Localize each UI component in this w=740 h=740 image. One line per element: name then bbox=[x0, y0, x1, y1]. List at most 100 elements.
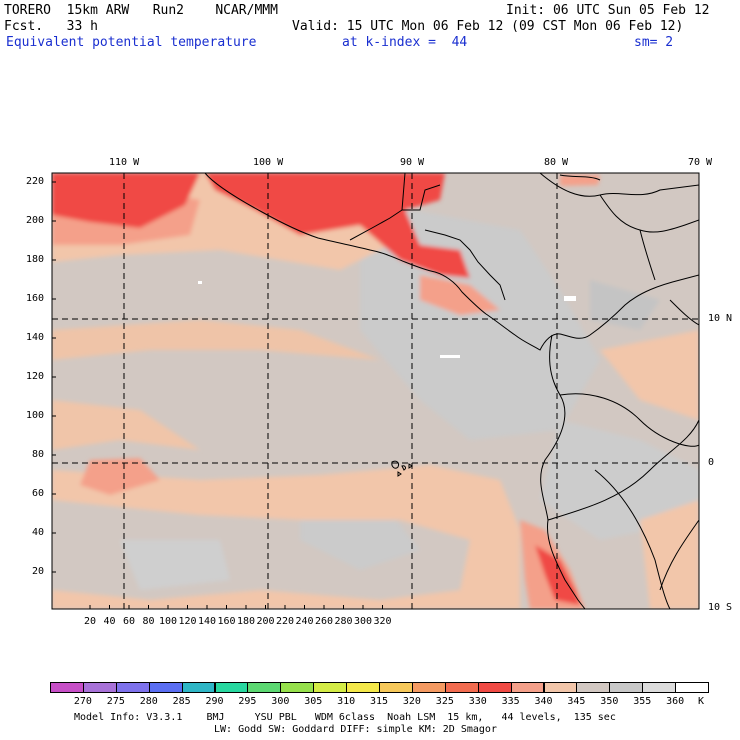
lon-label: 90 W bbox=[400, 157, 425, 168]
field-shade-salmon bbox=[80, 458, 160, 495]
valid-time: Valid: 15 UTC Mon 06 Feb 12 (09 CST Mon … bbox=[292, 19, 684, 34]
colorbar-label: 330 bbox=[468, 696, 487, 707]
lon-label: 110 W bbox=[109, 157, 140, 168]
colorbar-label: 295 bbox=[238, 696, 257, 707]
colorbar-swatch bbox=[82, 682, 117, 693]
galapagos-islands bbox=[391, 460, 413, 477]
y-grid-tick-label: 120 bbox=[26, 371, 45, 382]
y-grid-tick-label: 200 bbox=[26, 215, 45, 226]
colorbar-label: 310 bbox=[337, 696, 356, 707]
field-shade-peach bbox=[600, 330, 699, 420]
colorbar-swatch bbox=[477, 682, 512, 693]
y-grid-tick-label: 140 bbox=[26, 332, 45, 343]
x-grid-tick-label: 60 bbox=[123, 616, 136, 627]
field-shade-red bbox=[52, 173, 200, 228]
colorbar-label: 315 bbox=[370, 696, 389, 707]
colorbar-label: 285 bbox=[172, 696, 191, 707]
y-grid-tick-label: 20 bbox=[32, 566, 45, 577]
colorbar-label: 345 bbox=[567, 696, 586, 707]
field-shade-peach bbox=[640, 500, 699, 609]
field-shade-peach bbox=[52, 320, 380, 360]
lat-label: 0 bbox=[708, 457, 715, 468]
colorbar-label: 320 bbox=[402, 696, 421, 707]
smoothing: sm= 2 bbox=[634, 35, 674, 50]
model-info: Model Info: V3.3.1 BMJ YSU PBL WDM 6clas… bbox=[74, 712, 616, 723]
x-grid-tick-label: 100 bbox=[159, 616, 178, 627]
colorbar-swatch bbox=[280, 682, 315, 693]
colorbar-swatch bbox=[181, 682, 216, 693]
colorbar-swatch bbox=[247, 682, 282, 693]
y-grid-tick-label: 40 bbox=[32, 527, 45, 538]
colorbar-swatch bbox=[346, 682, 380, 693]
colorbar-swatch bbox=[609, 682, 644, 693]
x-grid-tick-label: 300 bbox=[354, 616, 373, 627]
x-grid-tick-label: 240 bbox=[295, 616, 314, 627]
lon-label: 70 W bbox=[688, 157, 713, 168]
colorbar-label: 275 bbox=[106, 696, 125, 707]
field-shade-peach bbox=[52, 465, 520, 609]
x-grid-tick-label: 280 bbox=[334, 616, 353, 627]
init-time: Init: 06 UTC Sun 05 Feb 12 bbox=[506, 3, 710, 18]
level-index: at k-index = 44 bbox=[342, 35, 468, 50]
field-name: Equivalent potential temperature bbox=[6, 35, 257, 50]
field-shade-gray bbox=[120, 540, 230, 590]
colorbar-swatch bbox=[313, 682, 348, 693]
colorbar-swatch bbox=[379, 682, 413, 693]
colorbar-label: 270 bbox=[73, 696, 92, 707]
x-grid-tick-label: 120 bbox=[178, 616, 197, 627]
colorbar-swatch bbox=[50, 682, 84, 693]
y-grid-tick-label: 160 bbox=[26, 293, 45, 304]
colorbar-swatch bbox=[148, 682, 183, 693]
x-grid-tick-label: 220 bbox=[276, 616, 295, 627]
colorbar-label: 325 bbox=[435, 696, 454, 707]
colorbar-swatch bbox=[675, 682, 709, 693]
model-run-title: TORERO 15km ARW Run2 NCAR/MMM bbox=[4, 3, 278, 18]
colorbar-swatch bbox=[576, 682, 611, 693]
lat-label: 10 N bbox=[708, 313, 733, 324]
colorbar-swatch bbox=[642, 682, 677, 693]
x-grid-tick-label: 320 bbox=[373, 616, 392, 627]
x-grid-tick-label: 20 bbox=[84, 616, 97, 627]
field-shade-peach bbox=[52, 400, 200, 450]
colorbar-swatch bbox=[115, 682, 150, 693]
lon-label: 80 W bbox=[544, 157, 569, 168]
colorbar-label: 340 bbox=[534, 696, 553, 707]
lat-label: 10 S bbox=[708, 602, 733, 613]
x-grid-tick-label: 160 bbox=[217, 616, 236, 627]
x-grid-tick-label: 200 bbox=[256, 616, 275, 627]
colorbar-label: 305 bbox=[304, 696, 323, 707]
colorbar-label: 290 bbox=[205, 696, 224, 707]
field-shade-salmon bbox=[420, 275, 500, 315]
map-frame bbox=[51, 172, 700, 610]
colorbar-swatch bbox=[214, 682, 249, 693]
field-shade-white bbox=[198, 281, 576, 358]
x-grid-tick-label: 80 bbox=[142, 616, 155, 627]
y-grid-tick-label: 100 bbox=[26, 410, 45, 421]
y-grid-tick-label: 180 bbox=[26, 254, 45, 265]
field-shade-red bbox=[205, 173, 470, 278]
y-grid-tick-label: 60 bbox=[32, 488, 45, 499]
colorbar-swatch bbox=[411, 682, 446, 693]
model-physics: LW: Godd SW: Goddard DIFF: simple KM: 2D… bbox=[214, 724, 497, 735]
colorbar-swatch bbox=[444, 682, 479, 693]
coastlines bbox=[204, 173, 699, 609]
forecast-hour: Fcst. 33 h bbox=[4, 19, 98, 34]
x-grid-tick-label: 40 bbox=[103, 616, 116, 627]
colorbar-label: 350 bbox=[600, 696, 619, 707]
y-grid-tick-label: 220 bbox=[26, 176, 45, 187]
colorbar-swatch bbox=[543, 682, 578, 693]
colorbar-label: 280 bbox=[139, 696, 158, 707]
colorbar-label: 335 bbox=[501, 696, 520, 707]
lon-label: 100 W bbox=[253, 157, 284, 168]
colorbar-label: 355 bbox=[633, 696, 652, 707]
x-grid-tick-label: 260 bbox=[315, 616, 334, 627]
x-grid-tick-label: 180 bbox=[237, 616, 256, 627]
lat-lon-grid bbox=[52, 173, 699, 609]
colorbar-label: 300 bbox=[271, 696, 290, 707]
y-grid-tick-label: 80 bbox=[32, 449, 45, 460]
colorbar-label: 360 bbox=[666, 696, 685, 707]
colorbar-swatch bbox=[510, 682, 545, 693]
x-grid-tick-label: 140 bbox=[198, 616, 217, 627]
colorbar-unit: K bbox=[698, 696, 705, 707]
